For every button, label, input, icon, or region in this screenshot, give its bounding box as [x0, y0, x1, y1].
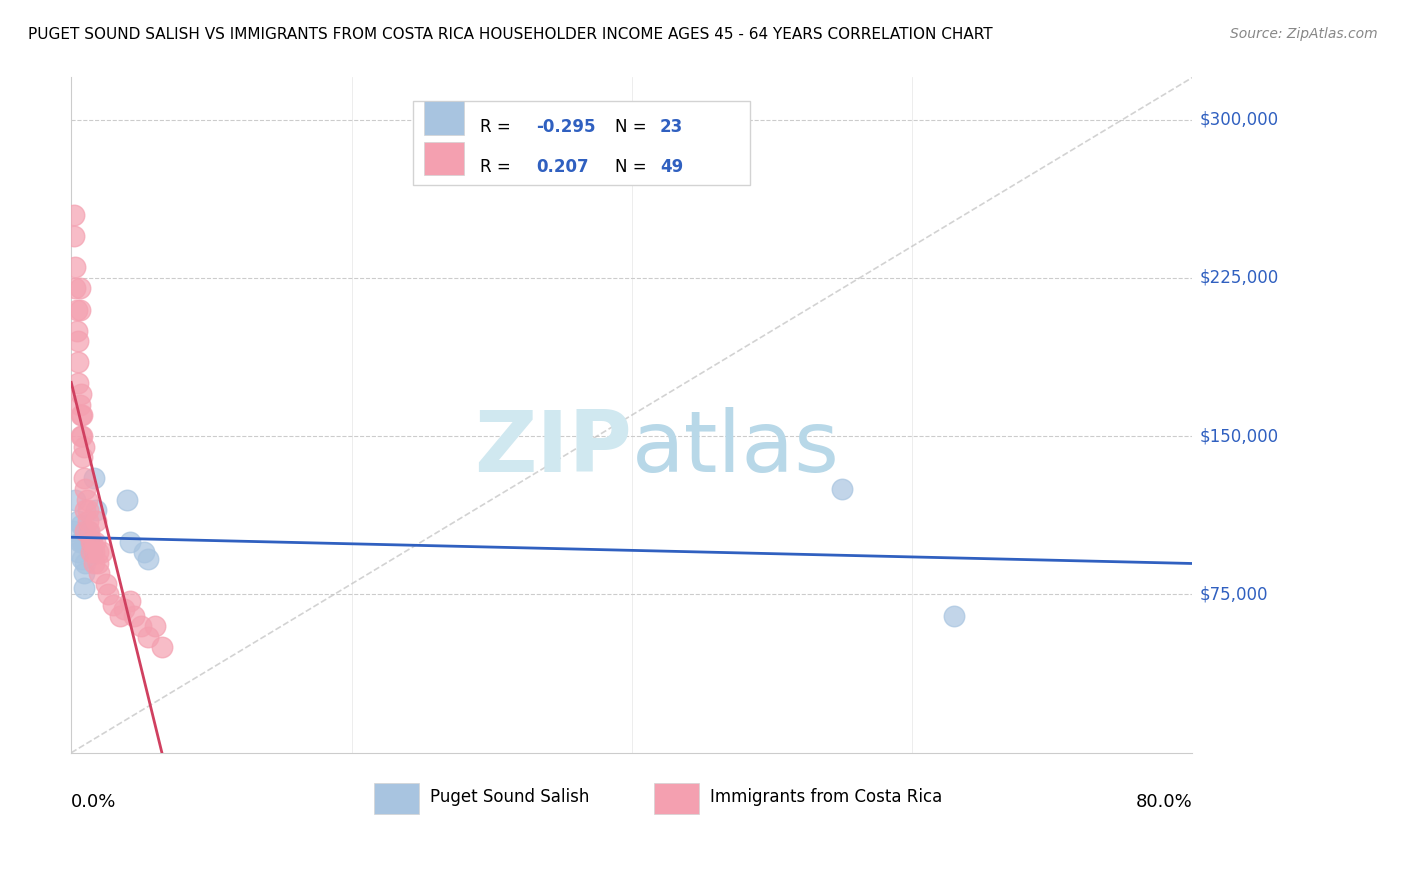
Point: [136, 630, 159, 644]
Text: 0.207: 0.207: [537, 159, 589, 177]
Point: [943, 608, 966, 623]
Point: [82, 534, 104, 549]
Point: [67, 545, 90, 559]
Point: [65, 281, 87, 295]
Point: [65, 260, 87, 275]
Point: [72, 450, 94, 465]
Point: [67, 334, 90, 349]
Point: [117, 492, 139, 507]
Text: 23: 23: [659, 118, 683, 136]
Point: [86, 514, 108, 528]
Point: [97, 587, 120, 601]
Point: [66, 324, 89, 338]
Point: [66, 302, 89, 317]
Text: Puget Sound Salish: Puget Sound Salish: [430, 788, 589, 805]
Point: [84, 534, 107, 549]
Point: [136, 551, 159, 566]
Bar: [413, 101, 749, 186]
Point: [79, 534, 101, 549]
Point: [831, 482, 853, 496]
Point: [70, 387, 93, 401]
Bar: [425, 142, 464, 176]
Point: [134, 545, 156, 559]
Text: R =: R =: [481, 159, 516, 177]
Point: [77, 514, 100, 528]
Point: [96, 577, 118, 591]
Point: [62, 524, 84, 538]
Point: [124, 608, 146, 623]
Text: 0.0%: 0.0%: [72, 793, 117, 811]
Point: [72, 534, 94, 549]
Point: [75, 524, 97, 538]
Point: [73, 440, 96, 454]
Point: [70, 517, 93, 532]
Point: [120, 594, 142, 608]
Point: [103, 598, 125, 612]
Point: [76, 492, 98, 507]
Point: [80, 534, 103, 549]
Point: [70, 408, 93, 422]
Point: [79, 524, 101, 538]
Point: [75, 534, 97, 549]
Point: [120, 534, 142, 549]
Point: [75, 482, 97, 496]
Point: [77, 524, 100, 538]
Text: R =: R =: [481, 118, 516, 136]
Point: [87, 545, 110, 559]
Point: [89, 566, 111, 581]
Point: [69, 398, 91, 412]
Point: [83, 471, 105, 485]
Point: [110, 608, 132, 623]
Text: $150,000: $150,000: [1199, 427, 1278, 445]
Point: [63, 208, 86, 222]
Point: [67, 514, 90, 528]
Point: [86, 503, 108, 517]
Point: [70, 429, 93, 443]
Point: [73, 581, 96, 595]
Point: [150, 640, 173, 655]
Point: [77, 503, 100, 517]
Point: [114, 602, 136, 616]
Point: [143, 619, 166, 633]
Text: PUGET SOUND SALISH VS IMMIGRANTS FROM COSTA RICA HOUSEHOLDER INCOME AGES 45 - 64: PUGET SOUND SALISH VS IMMIGRANTS FROM CO…: [28, 27, 993, 42]
Point: [80, 545, 103, 559]
Point: [87, 556, 110, 570]
Point: [69, 302, 91, 317]
Point: [72, 429, 94, 443]
Text: ZIP: ZIP: [474, 408, 631, 491]
Point: [82, 545, 104, 559]
Point: [72, 408, 94, 422]
Bar: [374, 783, 419, 814]
Text: Source: ZipAtlas.com: Source: ZipAtlas.com: [1230, 27, 1378, 41]
Point: [69, 534, 91, 549]
Point: [83, 556, 105, 570]
Point: [75, 503, 97, 517]
Point: [83, 545, 105, 559]
Text: 80.0%: 80.0%: [1136, 793, 1192, 811]
Text: 49: 49: [659, 159, 683, 177]
Point: [73, 566, 96, 581]
Point: [63, 228, 86, 243]
Text: $225,000: $225,000: [1199, 268, 1278, 287]
Text: $75,000: $75,000: [1199, 585, 1268, 604]
Point: [67, 376, 90, 391]
Point: [72, 551, 94, 566]
Text: N =: N =: [614, 118, 652, 136]
Bar: [425, 101, 464, 135]
Bar: [654, 783, 699, 814]
Text: $300,000: $300,000: [1199, 111, 1278, 128]
Text: -0.295: -0.295: [537, 118, 596, 136]
Text: atlas: atlas: [631, 408, 839, 491]
Point: [67, 355, 90, 369]
Point: [75, 556, 97, 570]
Point: [73, 471, 96, 485]
Point: [131, 619, 153, 633]
Point: [65, 492, 87, 507]
Text: Immigrants from Costa Rica: Immigrants from Costa Rica: [710, 788, 942, 805]
Text: N =: N =: [614, 159, 652, 177]
Point: [91, 545, 114, 559]
Point: [69, 281, 91, 295]
